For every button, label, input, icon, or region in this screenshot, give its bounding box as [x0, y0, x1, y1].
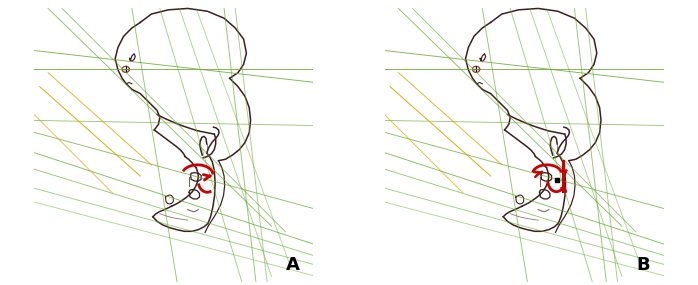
- Text: A: A: [285, 256, 299, 274]
- Bar: [555, 178, 559, 182]
- Text: B: B: [637, 256, 650, 274]
